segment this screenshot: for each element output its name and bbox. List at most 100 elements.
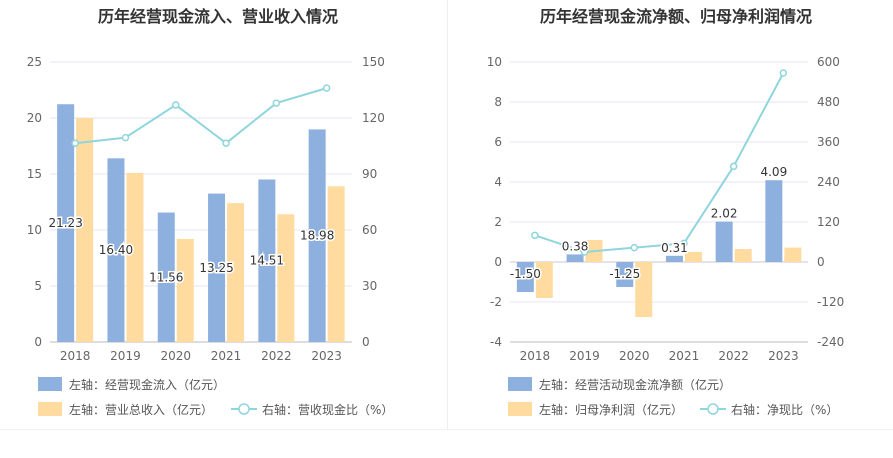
bar-secondary	[784, 247, 802, 262]
right-tick-label: 0	[817, 255, 825, 269]
bar-primary	[107, 158, 125, 342]
left-tick-label: 10	[27, 223, 42, 237]
left-tick-label: 0	[34, 335, 42, 349]
bar-secondary	[126, 172, 144, 342]
right-tick-label: 150	[362, 55, 385, 69]
x-tick-label: 2023	[768, 349, 799, 363]
legend-swatch-point	[707, 403, 719, 415]
bar-primary	[665, 255, 683, 262]
bar-data-label: 14.51	[250, 254, 284, 268]
left-tick-label: 6	[494, 135, 502, 149]
left-tick-label: -4	[490, 335, 502, 349]
bar-primary	[157, 212, 175, 342]
line-point	[729, 162, 738, 171]
legend-swatch-point	[238, 403, 250, 415]
bar-secondary	[327, 186, 345, 342]
left-tick-label: 4	[494, 175, 502, 189]
line-point	[71, 139, 79, 147]
legend-label: 右轴：营收现金比（%）	[262, 402, 393, 417]
right-tick-label: 240	[817, 175, 840, 189]
line-point	[222, 139, 230, 147]
right-tick-label: 360	[817, 135, 840, 149]
line-point	[531, 231, 539, 240]
bar-data-label: 0.31	[661, 241, 688, 255]
left-tick-label: 5	[34, 279, 42, 293]
bar-primary	[208, 193, 226, 342]
bar-secondary	[734, 249, 752, 262]
line-point	[630, 243, 638, 252]
bar-data-label: 18.98	[300, 229, 334, 243]
legend-swatch	[38, 377, 62, 391]
bar-primary	[258, 179, 276, 342]
right-tick-label: 30	[362, 279, 377, 293]
right-tick-label: -240	[817, 335, 844, 349]
bar-primary	[566, 254, 584, 262]
line-point	[779, 69, 788, 77]
bar-data-label: 11.56	[149, 270, 183, 284]
bar-primary	[765, 180, 783, 262]
bar-data-label: 0.38	[562, 239, 589, 253]
bar-data-label: 2.02	[711, 207, 738, 221]
x-tick-label: 2018	[520, 349, 551, 363]
bar-data-label: 21.23	[48, 216, 82, 230]
legend-label: 左轴：经营现金流入（亿元）	[69, 377, 225, 392]
line-point	[580, 248, 589, 256]
bar-secondary	[277, 214, 295, 342]
bar-primary	[616, 262, 634, 287]
legend-swatch	[38, 402, 62, 416]
chart-title: 历年经营现金流入、营业收入情况	[98, 7, 338, 26]
bar-primary	[516, 262, 534, 292]
right-tick-label: 120	[362, 111, 385, 125]
bar-data-label: -1.25	[609, 267, 640, 281]
x-tick-label: 2018	[60, 349, 91, 363]
left-tick-label: 15	[27, 167, 42, 181]
right-tick-label: 120	[817, 215, 840, 229]
line-point	[172, 101, 180, 109]
right-tick-label: -120	[817, 295, 844, 309]
bar-data-label: 16.40	[99, 243, 133, 257]
bar-secondary	[535, 262, 553, 298]
bar-data-label: 13.25	[199, 261, 233, 275]
bar-data-label: 4.09	[760, 165, 787, 179]
x-tick-label: 2020	[619, 349, 650, 363]
x-tick-label: 2020	[160, 349, 191, 363]
chart-divider	[447, 0, 448, 430]
x-tick-label: 2019	[569, 349, 600, 363]
legend-label: 左轴：营业总收入（亿元）	[69, 402, 213, 417]
x-tick-label: 2021	[669, 349, 700, 363]
left-tick-label: 10	[487, 55, 502, 69]
left-tick-label: 2	[494, 215, 502, 229]
bar-primary	[308, 129, 326, 342]
legend-label: 左轴：经营活动现金流净额（亿元）	[539, 377, 731, 392]
bar-secondary	[176, 238, 194, 342]
right-tick-label: 600	[817, 55, 840, 69]
chart-title: 历年经营现金流净额、归母净利润情况	[540, 7, 812, 26]
line-point	[322, 84, 331, 92]
bar-data-label: -1.50	[510, 267, 541, 281]
x-tick-label: 2022	[718, 349, 749, 363]
left-tick-label: -2	[490, 295, 502, 309]
right-tick-label: 0	[362, 335, 370, 349]
left-tick-label: 0	[494, 255, 502, 269]
left-tick-label: 20	[27, 111, 42, 125]
x-tick-label: 2022	[261, 349, 292, 363]
bar-primary	[57, 104, 75, 342]
x-tick-label: 2019	[110, 349, 141, 363]
legend-label: 右轴：净现比（%）	[731, 402, 838, 417]
left-tick-label: 8	[494, 95, 502, 109]
right-tick-label: 480	[817, 95, 840, 109]
line-point	[272, 99, 281, 107]
bar-secondary	[76, 118, 94, 342]
line-point	[121, 133, 130, 142]
right-tick-label: 90	[362, 167, 377, 181]
bar-secondary	[684, 252, 702, 262]
left-tick-label: 25	[27, 55, 42, 69]
legend-swatch	[508, 402, 532, 416]
legend-label: 左轴：归母净利润（亿元）	[539, 402, 683, 417]
bar-secondary	[227, 203, 245, 342]
line-series	[534, 72, 785, 254]
right-tick-label: 60	[362, 223, 377, 237]
x-tick-label: 2021	[211, 349, 242, 363]
legend-swatch	[508, 377, 532, 391]
